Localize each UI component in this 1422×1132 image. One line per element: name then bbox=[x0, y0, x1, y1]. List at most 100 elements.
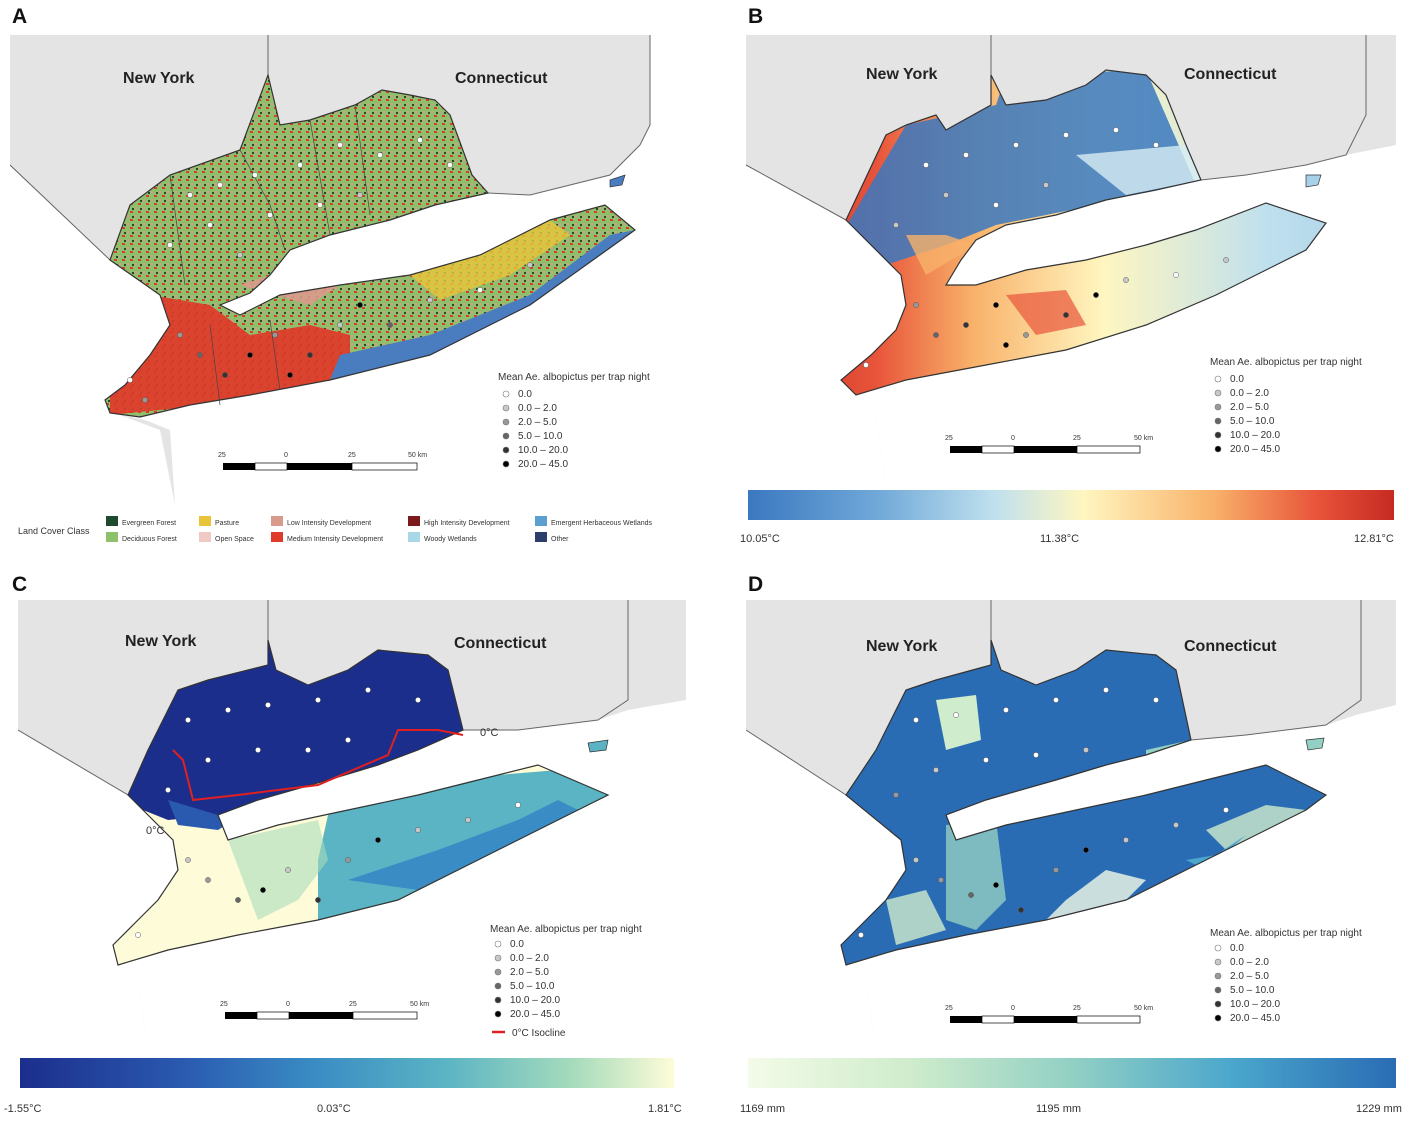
scale-label: 25 bbox=[945, 1005, 953, 1012]
legend-label: Pasture bbox=[215, 520, 239, 527]
legend-label: 0.0 – 2.0 bbox=[510, 953, 549, 964]
legend-label: 0.0 bbox=[518, 389, 532, 400]
scale-label: 25 bbox=[218, 452, 226, 459]
legend-label: 5.0 – 10.0 bbox=[518, 431, 563, 442]
legend-label: 10.0 – 20.0 bbox=[518, 445, 568, 456]
trap-legend: 0.0 0.0 – 2.0 2.0 – 5.0 5.0 – 10.0 10.0 … bbox=[1214, 943, 1280, 1024]
colorbar-ramp bbox=[748, 490, 1394, 520]
legend-swatch bbox=[199, 532, 211, 542]
legend-label: 10.0 – 20.0 bbox=[510, 995, 560, 1006]
trap-sites bbox=[858, 687, 1229, 938]
scale-label: 25 bbox=[349, 1001, 357, 1008]
colorbar-winter-temperature: -1.55°C 0.03°C 1.81°C bbox=[4, 1058, 694, 1118]
legend-label: 20.0 – 45.0 bbox=[1230, 444, 1280, 455]
map-panel-c: 0°C 0°C New York Connecticut Mean Ae. al… bbox=[17, 600, 686, 1050]
map-panel-b: New York Connecticut Mean Ae. albopictus… bbox=[745, 35, 1396, 485]
scale-label: 50 km bbox=[408, 452, 427, 459]
state-label-new-york: New York bbox=[866, 638, 938, 655]
legend-swatch bbox=[535, 532, 547, 542]
legend-swatch bbox=[106, 532, 118, 542]
panel-letter-c: C bbox=[12, 573, 28, 596]
legend-swatch bbox=[271, 532, 283, 542]
legend-label: 2.0 – 5.0 bbox=[1230, 402, 1269, 413]
colorbar-mid-label: 1195 mm bbox=[1036, 1103, 1081, 1115]
legend-label: 0.0 – 2.0 bbox=[1230, 388, 1269, 399]
isocline-label-west: 0°C bbox=[146, 825, 165, 837]
scale-bar: 25 0 25 50 km bbox=[945, 1005, 1153, 1024]
legend-title: Mean Ae. albopictus per trap night bbox=[1210, 928, 1362, 939]
legend-label: 20.0 – 45.0 bbox=[510, 1009, 560, 1020]
legend-label: 5.0 – 10.0 bbox=[1230, 416, 1275, 427]
colorbar-max-label: 12.81°C bbox=[1354, 533, 1394, 545]
legend-swatch bbox=[535, 516, 547, 526]
legend-label: 2.0 – 5.0 bbox=[518, 417, 557, 428]
legend-label: 5.0 – 10.0 bbox=[1230, 985, 1275, 996]
scale-label: 0 bbox=[1011, 435, 1015, 442]
legend-label: Low Intensity Development bbox=[287, 520, 371, 527]
legend-label: 10.0 – 20.0 bbox=[1230, 999, 1280, 1010]
colorbar-mid-label: 0.03°C bbox=[317, 1103, 351, 1115]
colorbar-mid-label: 11.38°C bbox=[1040, 533, 1079, 545]
colorbar-precipitation: 1169 mm 1195 mm 1229 mm bbox=[738, 1058, 1418, 1118]
legend-label: 0.0 – 2.0 bbox=[1230, 957, 1269, 968]
scale-label: 0 bbox=[1011, 1005, 1015, 1012]
state-label-new-york: New York bbox=[123, 70, 195, 87]
colorbar-min-label: 1169 mm bbox=[740, 1103, 785, 1115]
isocline-legend-label: 0°C Isocline bbox=[512, 1028, 566, 1039]
colorbar-min-label: 10.05°C bbox=[740, 533, 780, 545]
colorbar-max-label: 1.81°C bbox=[648, 1103, 682, 1115]
panel-letter-d: D bbox=[748, 573, 764, 596]
isocline-label-east: 0°C bbox=[480, 727, 499, 739]
colorbar-max-label: 1229 mm bbox=[1356, 1103, 1402, 1115]
scale-label: 25 bbox=[348, 452, 356, 459]
scale-bar: 25 0 25 50 km bbox=[945, 435, 1153, 454]
map-panel-a: New York Connecticut Mean Ae. albopictu bbox=[9, 35, 686, 505]
scale-label: 50 km bbox=[410, 1001, 429, 1008]
legend-swatch bbox=[106, 516, 118, 526]
legend-label: 20.0 – 45.0 bbox=[1230, 1013, 1280, 1024]
legend-label: 20.0 – 45.0 bbox=[518, 459, 568, 470]
scale-label: 25 bbox=[945, 435, 953, 442]
legend-label: High Intensity Development bbox=[424, 520, 510, 527]
state-label-connecticut: Connecticut bbox=[455, 70, 548, 87]
winter-temperature-map: 0°C 0°C New York Connecticut Mean Ae. al… bbox=[17, 600, 686, 1050]
legend-swatch bbox=[199, 516, 211, 526]
colorbar-ramp bbox=[20, 1058, 674, 1088]
legend-label: Other bbox=[551, 536, 569, 543]
trap-sites bbox=[127, 137, 533, 403]
legend-swatch bbox=[408, 532, 420, 542]
legend-label: 5.0 – 10.0 bbox=[510, 981, 555, 992]
trap-legend: 0.0 0.0 – 2.0 2.0 – 5.0 5.0 – 10.0 10.0 … bbox=[492, 939, 566, 1039]
state-label-connecticut: Connecticut bbox=[454, 635, 547, 652]
land-cover-legend-title: Land Cover Class bbox=[18, 526, 90, 536]
state-label-new-york: New York bbox=[125, 633, 197, 650]
legend-title: Mean Ae. albopictus per trap night bbox=[1210, 357, 1362, 368]
legend-label: Evergreen Forest bbox=[122, 520, 176, 527]
legend-title: Mean Ae. albopictus per trap night bbox=[498, 372, 650, 383]
colorbar-temperature: 10.05°C 11.38°C 12.81°C bbox=[740, 490, 1410, 546]
isocline-line bbox=[172, 729, 464, 802]
legend-swatch bbox=[408, 516, 420, 526]
colorbar-ramp bbox=[748, 1058, 1396, 1088]
legend-label: Woody Wetlands bbox=[424, 536, 477, 543]
legend-label: 0.0 bbox=[510, 939, 524, 950]
legend-label: 2.0 – 5.0 bbox=[510, 967, 549, 978]
state-label-connecticut: Connecticut bbox=[1184, 638, 1277, 655]
scale-label: 50 km bbox=[1134, 1005, 1153, 1012]
legend-label: 0.0 bbox=[1230, 943, 1244, 954]
trap-legend: 0.0 0.0 – 2.0 2.0 – 5.0 5.0 – 10.0 10.0 … bbox=[502, 389, 568, 470]
land-cover-map: New York Connecticut Mean Ae. albopictu bbox=[9, 35, 686, 505]
panel-letter-a: A bbox=[12, 5, 28, 28]
scale-label: 50 km bbox=[1134, 435, 1153, 442]
legend-swatch bbox=[271, 516, 283, 526]
scale-label: 25 bbox=[1073, 435, 1081, 442]
legend-label: Open Space bbox=[215, 536, 254, 543]
legend-title: Mean Ae. albopictus per trap night bbox=[490, 924, 642, 935]
legend-label: Deciduous Forest bbox=[122, 536, 177, 543]
scale-label: 0 bbox=[286, 1001, 290, 1008]
legend-label: Emergent Herbaceous Wetlands bbox=[551, 520, 653, 527]
state-label-new-york: New York bbox=[866, 66, 938, 83]
legend-label: Medium Intensity Development bbox=[287, 536, 383, 543]
precipitation-map: New York Connecticut Mean Ae. albopictus… bbox=[745, 600, 1396, 1050]
state-label-connecticut: Connecticut bbox=[1184, 66, 1277, 83]
